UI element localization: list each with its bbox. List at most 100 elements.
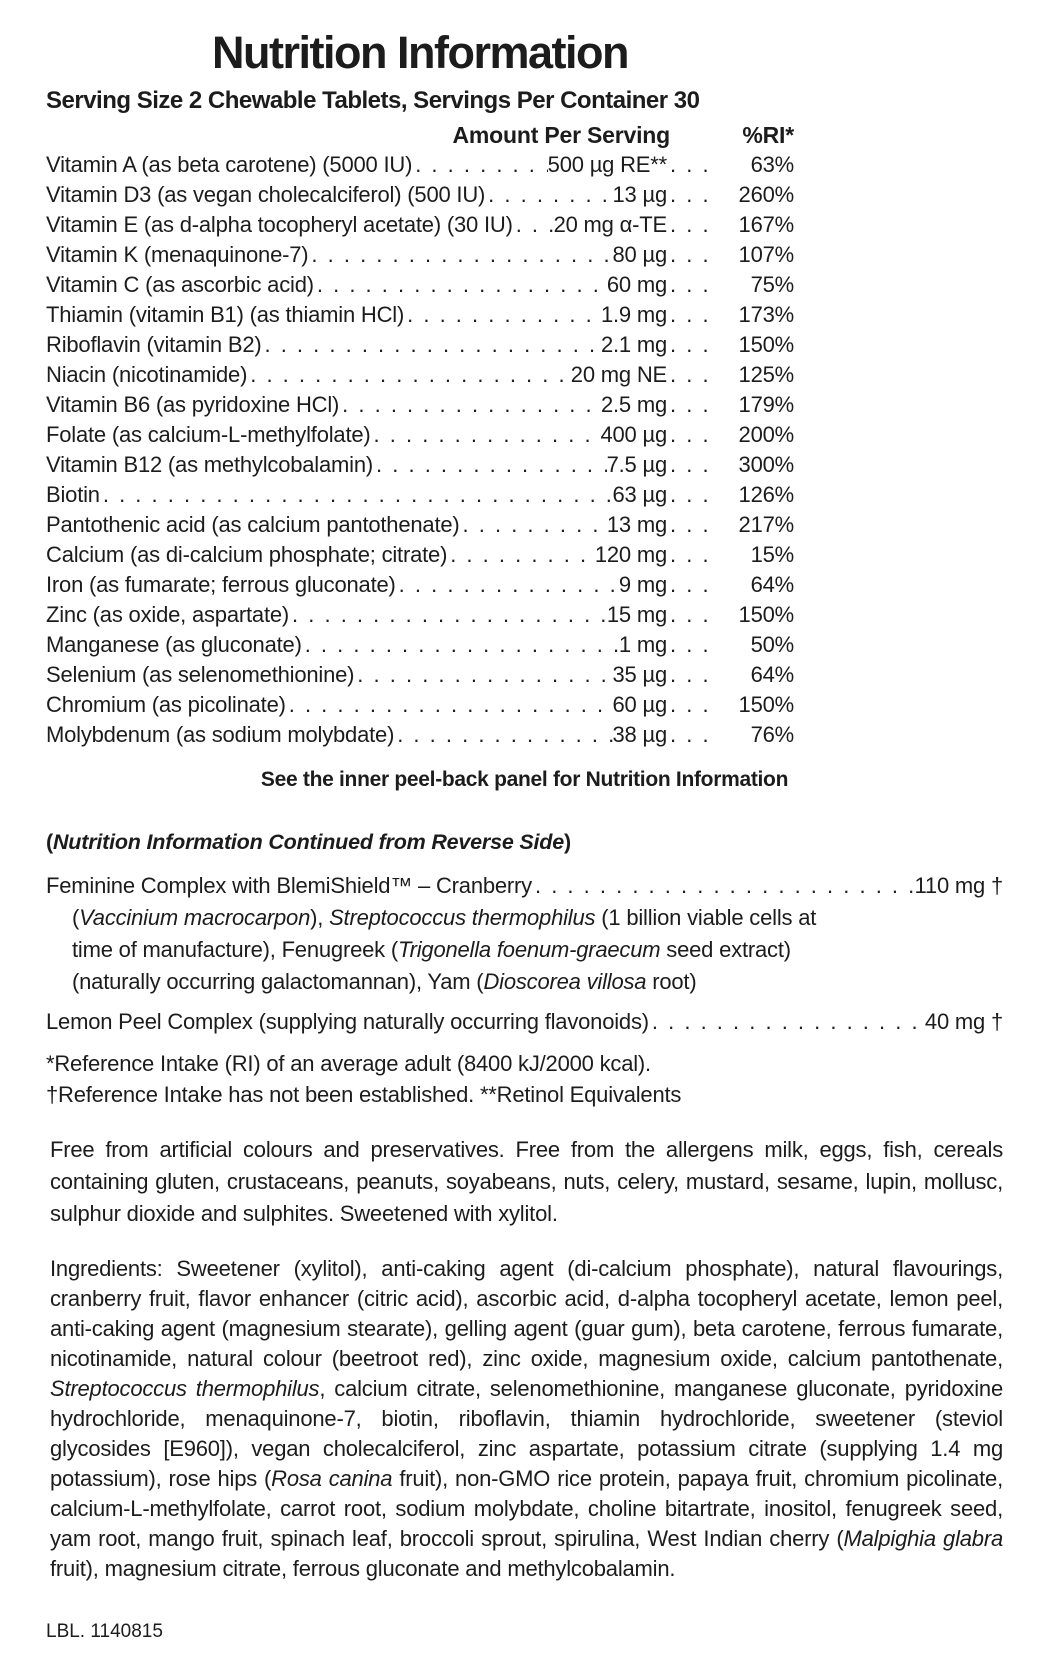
nutrient-ri-percent: 64% [750,571,795,597]
nutrient-table: Vitamin A (as beta carotene) (5000 IU) 5… [46,150,794,750]
nutrient-name: Biotin [46,481,100,507]
nutrient-ri-percent: 150% [738,691,795,717]
dot-leader [667,150,716,180]
nutrient-ri-percent: 200% [738,421,795,447]
nutrient-name: Zinc (as oxide, aspartate) [46,601,290,627]
feminine-complex-detail-line: (naturally occurring galactomannan), Yam… [72,968,697,994]
nutrient-amount: 9 mg [618,571,667,597]
table-row: Vitamin C (as ascorbic acid) 60 mg 75% [46,270,794,300]
table-row: Vitamin E (as d-alpha tocopheryl acetate… [46,210,794,240]
nutrient-amount: 7.5 µg [606,451,668,477]
nutrient-amount: 63 µg [612,481,668,507]
dot-leader [371,420,601,450]
nutrient-amount: 80 µg [612,241,668,267]
nutrient-amount: 13 µg [612,181,668,207]
nutrient-amount: 20 mg α-TE [553,211,668,237]
dot-leader [667,330,716,360]
dot-leader [314,270,607,300]
dot-leader [261,330,600,360]
nutrient-ri-percent: 76% [750,721,795,747]
dot-leader [667,690,716,720]
lemon-complex-row: Lemon Peel Complex (supplying naturally … [46,1006,1003,1038]
table-row: Niacin (nicotinamide) 20 mg NE 125% [46,360,794,390]
dot-leader [667,180,716,210]
nutrient-ri-percent: 150% [738,331,795,357]
dot-leader [447,540,595,570]
table-row: Manganese (as gluconate) 1 mg 50% [46,630,794,660]
nutrient-amount: 60 µg [612,691,668,717]
dot-leader [354,660,612,690]
dot-leader [308,240,612,270]
allergen-statement-paragraph: Free from artificial colours and preserv… [50,1136,1003,1226]
dot-leader [289,600,607,630]
nutrient-name: Calcium (as di-calcium phosphate; citrat… [46,541,448,567]
nutrient-ri-percent: 167% [738,211,795,237]
nutrient-name: Vitamin K (menaquinone-7) [46,241,309,267]
label-code: LBL. 1140815 [46,1620,163,1642]
column-header-ri: %RI* [742,121,794,148]
nutrient-ri-percent: 107% [738,241,795,267]
dot-leader [667,510,716,540]
dot-leader [667,420,716,450]
feminine-complex-detail-line: time of manufacture), Fenugreek (Trigone… [72,936,791,962]
nutrient-ri-percent: 173% [738,301,795,327]
dot-leader [412,150,547,180]
table-row: Iron (as fumarate; ferrous gluconate) 9 … [46,570,794,600]
dot-leader [532,870,915,902]
nutrient-amount: 400 µg [600,421,667,447]
nutrient-name: Folate (as calcium-L-methylfolate) [46,421,371,447]
table-row: Biotin 63 µg 126% [46,480,794,510]
dot-leader [667,390,716,420]
dot-leader [667,240,716,270]
table-row: Vitamin B12 (as methylcobalamin) 7.5 µg … [46,450,794,480]
column-header-amount: Amount Per Serving [452,121,671,148]
dot-leader [373,450,607,480]
dot-leader [667,270,716,300]
nutrition-facts-section: Nutrition Information Serving Size 2 Che… [46,28,794,750]
dot-leader [667,720,716,750]
table-row: Vitamin B6 (as pyridoxine HCl) 2.5 mg 17… [46,390,794,420]
nutrient-ri-percent: 75% [750,271,795,297]
table-row: Vitamin K (menaquinone-7) 80 µg 107% [46,240,794,270]
dagger-footnote: †Reference Intake has not been establish… [46,1081,682,1107]
dot-leader [667,540,716,570]
nutrient-ri-percent: 50% [750,631,795,657]
nutrient-amount: 120 mg [594,541,667,567]
nutrient-ri-percent: 260% [738,181,795,207]
feminine-complex-detail-line: (Vaccinium macrocarpon), Streptococcus t… [72,904,817,930]
complex-name: Feminine Complex with BlemiShield™ – Cra… [46,872,532,898]
dot-leader [394,720,612,750]
nutrient-amount: 2.5 mg [600,391,667,417]
nutrient-name: Vitamin C (as ascorbic acid) [46,271,314,297]
nutrient-ri-percent: 125% [738,361,795,387]
nutrient-amount: 15 mg [606,601,667,627]
nutrient-name: Pantothenic acid (as calcium pantothenat… [46,511,460,537]
dot-leader [667,450,716,480]
dot-leader [667,660,716,690]
table-row: Calcium (as di-calcium phosphate; citrat… [46,540,794,570]
feminine-complex-row: Feminine Complex with BlemiShield™ – Cra… [46,870,1003,902]
nutrient-ri-percent: 217% [738,511,795,537]
dot-leader [649,1006,925,1038]
table-row: Molybdenum (as sodium molybdate) 38 µg 7… [46,720,794,750]
nutrient-name: Vitamin E (as d-alpha tocopheryl acetate… [46,211,513,237]
nutrient-name: Iron (as fumarate; ferrous gluconate) [46,571,396,597]
table-row: Zinc (as oxide, aspartate) 15 mg 150% [46,600,794,630]
complex-amount: 110 mg † [914,872,1004,898]
continued-from-reverse-note: (Nutrition Information Continued from Re… [46,829,571,854]
dot-leader [396,570,619,600]
table-row: Vitamin A (as beta carotene) (5000 IU) 5… [46,150,794,180]
table-row: Riboflavin (vitamin B2) 2.1 mg 150% [46,330,794,360]
dot-leader [667,570,716,600]
nutrient-name: Niacin (nicotinamide) [46,361,248,387]
nutrient-name: Vitamin B12 (as methylcobalamin) [46,451,374,477]
nutrient-amount: 500 µg RE** [547,151,668,177]
complex-name: Lemon Peel Complex (supplying naturally … [46,1008,649,1034]
table-row: Vitamin D3 (as vegan cholecalciferol) (5… [46,180,794,210]
serving-size-line: Serving Size 2 Chewable Tablets, Serving… [46,86,700,114]
table-row: Thiamin (vitamin B1) (as thiamin HCl) 1.… [46,300,794,330]
nutrient-name: Molybdenum (as sodium molybdate) [46,721,395,747]
nutrient-amount: 1 mg [618,631,667,657]
dot-leader [100,480,613,510]
dot-leader [302,630,619,660]
